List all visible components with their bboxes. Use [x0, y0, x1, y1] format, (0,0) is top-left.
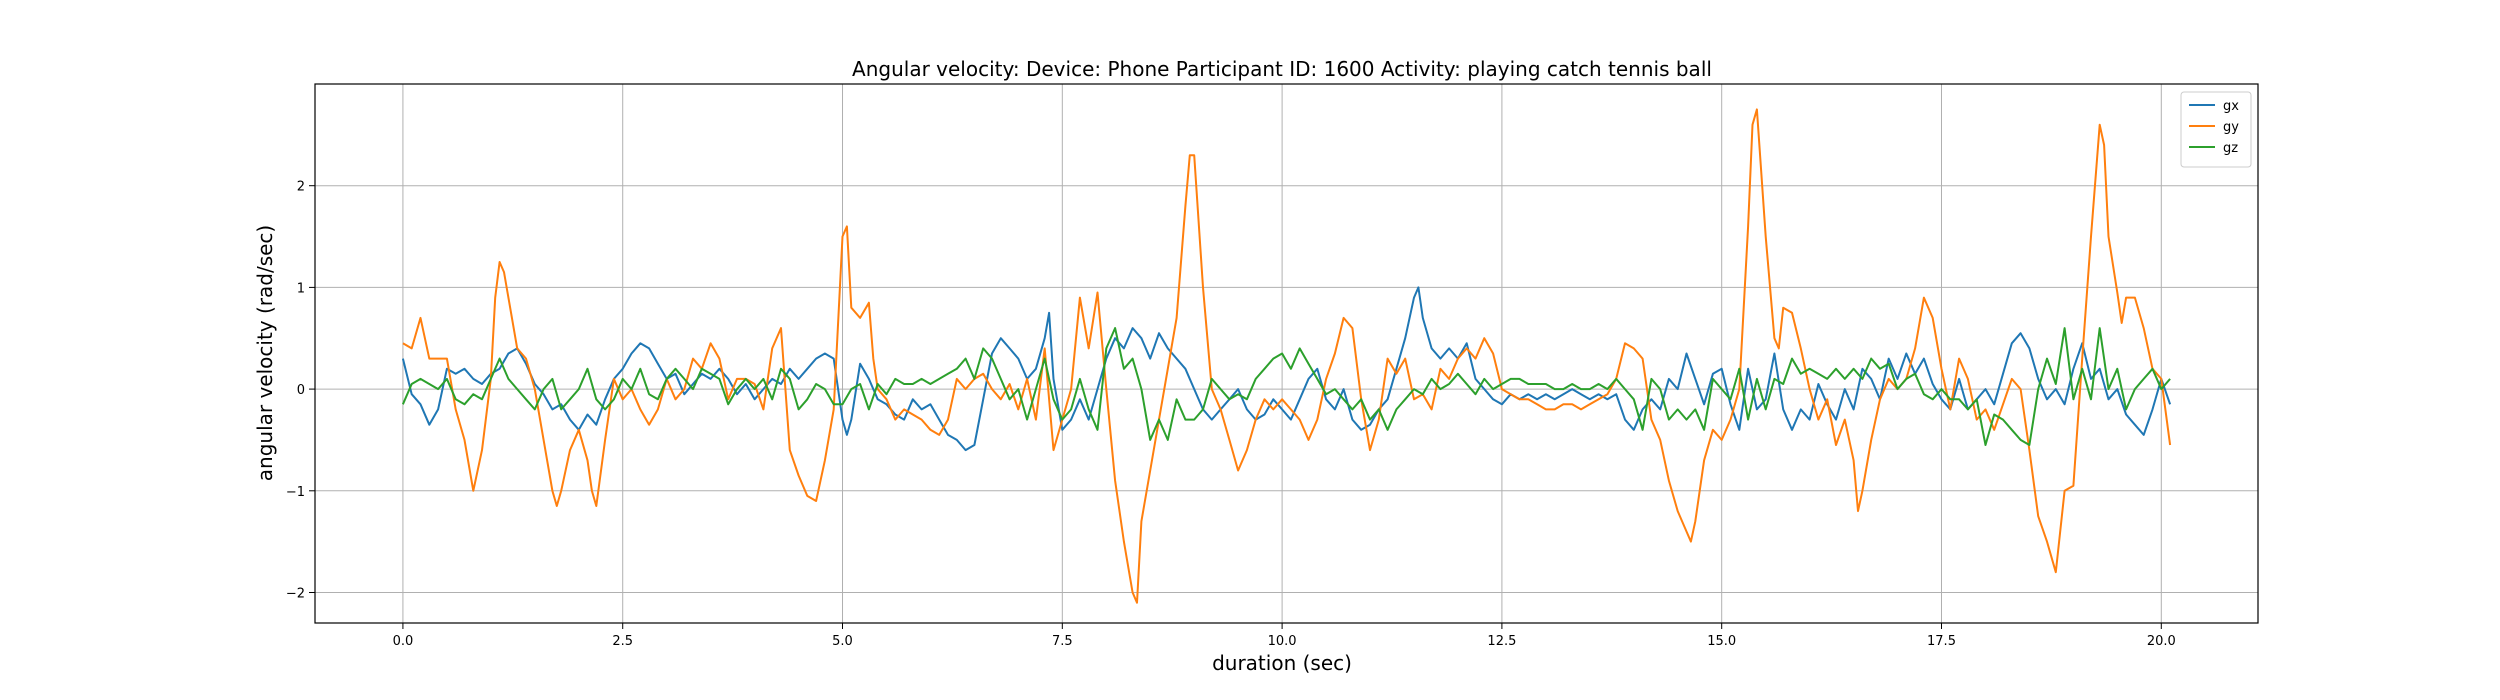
x-tick-label: 10.0	[1268, 634, 1297, 649]
legend-label-gx: gx	[2223, 99, 2239, 114]
x-tick-label: 0.0	[393, 634, 414, 649]
x-tick-label: 7.5	[1052, 634, 1073, 649]
y-tick-label: 0	[297, 383, 305, 398]
y-axis-label: angular velocity (rad/sec)	[253, 225, 277, 481]
ticks-layer: 0.0 2.5 5.0 7.5 10.0 12.5 15.0 17.5 20.0 −2 −1 0 1 2	[286, 180, 2176, 649]
x-tick-label: 20.0	[2147, 634, 2176, 649]
series-line-gy	[402, 108, 2172, 604]
series-line-gz	[401, 327, 2171, 446]
legend-label-gz: gz	[2223, 141, 2238, 156]
chart-title: Angular velocity: Device: Phone Particip…	[852, 57, 1712, 81]
y-tick-label: 2	[297, 180, 305, 195]
x-tick-label: 5.0	[832, 634, 853, 649]
y-tick-label: −1	[286, 485, 305, 500]
x-tick-label: 17.5	[1927, 634, 1956, 649]
y-tick-label: 1	[297, 281, 305, 296]
series-line-gx	[401, 286, 2172, 452]
y-tick-label: −2	[286, 586, 305, 601]
legend: gx gy gz	[2180, 91, 2252, 168]
grid-layer	[315, 84, 2258, 623]
x-tick-label: 2.5	[612, 634, 633, 649]
plot-frame	[314, 83, 2259, 624]
x-tick-label: 15.0	[1707, 634, 1736, 649]
x-axis-label: duration (sec)	[1212, 651, 1352, 675]
x-tick-label: 12.5	[1487, 634, 1516, 649]
series-layer	[401, 108, 2172, 604]
legend-label-gy: gy	[2223, 120, 2239, 135]
legend-box	[2180, 91, 2252, 168]
